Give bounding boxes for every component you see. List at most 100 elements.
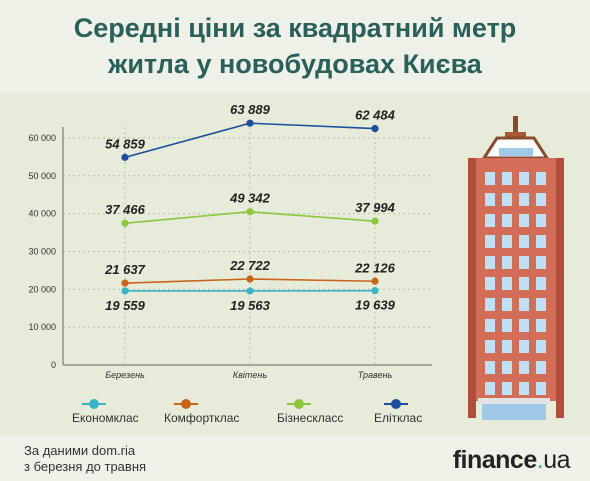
building-window [485,172,495,185]
x-tick-label: Травень [358,370,393,380]
legend-label: Елітклас [374,411,422,425]
building-window [536,193,546,206]
y-tick-label: 10 000 [28,322,56,332]
legend-label: Бізнескласс [277,411,343,425]
data-label: 54 859 [105,136,146,151]
building-window [502,235,512,248]
data-label: 63 889 [230,102,271,117]
brand-tld: ua [543,446,570,474]
x-tick-label: Квітень [233,370,267,380]
data-point [371,217,379,225]
building-window [536,298,546,311]
data-label: 19 563 [230,298,271,313]
building-window [485,277,495,290]
building-window [536,319,546,332]
building-window [519,256,529,269]
building-antenna-base [505,132,526,138]
building-window [502,214,512,227]
building-window [485,298,495,311]
building-canopy [478,398,550,404]
data-label: 37 466 [105,202,146,217]
building-window [536,256,546,269]
data-label: 22 722 [229,258,271,273]
data-label: 49 342 [229,191,271,206]
building-window [485,361,495,374]
building-window [502,277,512,290]
building-window [536,361,546,374]
data-label: 19 559 [105,298,146,313]
building-window [519,319,529,332]
y-tick-label: 20 000 [28,284,56,294]
data-label: 21 637 [104,262,146,277]
building-window [502,319,512,332]
building-window [536,340,546,353]
title-line-2: житла у новобудовах Києва [108,49,482,79]
y-tick-label: 60 000 [28,133,56,143]
building-window [519,235,529,248]
data-point [246,275,254,283]
brand-logo: finance.ua [452,446,571,475]
building-antenna [513,116,518,132]
y-tick-label: 0 [51,360,56,370]
source-line-2: з березня до травня [24,459,147,474]
data-point [371,124,379,133]
brand-dot: . [536,446,544,474]
y-tick-label: 50 000 [28,171,56,181]
data-point [246,208,254,216]
data-point [371,287,379,295]
building-window [502,172,512,185]
data-label: 62 484 [355,108,396,123]
building-window [519,277,529,290]
building-entrance [482,404,546,420]
building-window [485,235,495,248]
building-window [519,193,529,206]
building-left-pillar [468,158,476,418]
building-window [502,193,512,206]
building-window [502,361,512,374]
data-label: 19 639 [355,298,396,313]
legend-label: Комфортклас [164,411,239,425]
building-window [485,319,495,332]
data-label: 37 994 [355,200,396,215]
legend-swatch-marker [181,399,191,409]
data-point [246,287,254,295]
legend-label: Економклас [72,411,139,425]
building-window [536,277,546,290]
building-window [485,382,495,395]
data-point [246,119,254,127]
building-illustration [468,116,564,420]
y-tick-label: 40 000 [28,209,56,219]
source-note: За даними dom.ria з березня до травня [24,443,146,475]
source-line-1: За даними dom.ria [24,443,136,458]
building-window [485,340,495,353]
legend-swatch-marker [294,399,304,409]
x-tick-label: Березень [105,370,145,380]
building-window [536,214,546,227]
legend-swatch-marker [391,399,401,409]
data-point [121,287,129,295]
building-window [519,382,529,395]
building-window [502,256,512,269]
building-window [502,298,512,311]
building-window [502,382,512,395]
building-window [485,256,495,269]
title-line-1: Середні ціни за квадратний метр [73,13,517,43]
data-point [121,219,129,227]
chart-title: Середні ціни за квадратний метр житла у … [0,10,590,82]
building-window [536,235,546,248]
legend-swatch-marker [89,399,99,409]
building-right-pillar [556,158,564,418]
building-window [519,214,529,227]
building-window [485,214,495,227]
brand-main: finance [452,446,538,474]
data-point [121,153,129,161]
building-window [519,361,529,374]
building-roof-window [499,148,533,156]
building-window [519,298,529,311]
building-window [519,340,529,353]
data-point [121,279,129,287]
data-point [371,277,379,285]
building-window [519,172,529,185]
building-window [536,172,546,185]
